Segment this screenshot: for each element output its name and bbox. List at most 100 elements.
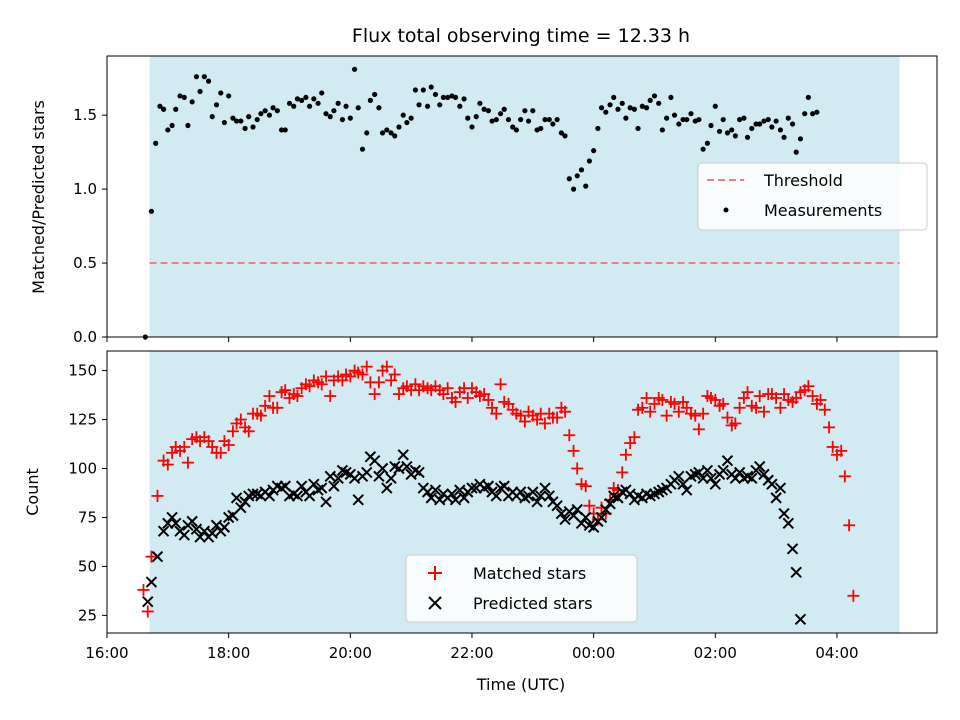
matched-star-point	[271, 401, 284, 414]
measurement-point	[437, 102, 443, 108]
matched-star-point	[628, 431, 641, 444]
predicted-star-point	[559, 513, 571, 526]
matched-star-point	[324, 390, 337, 403]
measurement-point	[805, 94, 811, 101]
predicted-star-point	[709, 478, 722, 490]
predicted-star-point	[401, 460, 413, 473]
matched-star-point	[356, 368, 369, 381]
measurement-point	[664, 115, 670, 121]
measurement-point	[327, 114, 333, 120]
matched-star-point	[823, 421, 836, 434]
measurement-point	[165, 127, 171, 133]
predicted-star-point	[721, 454, 734, 467]
measurement-point	[578, 167, 585, 173]
predicted-star-point	[316, 482, 328, 494]
measurement-point	[619, 100, 625, 106]
x-tick-label: 04:00	[815, 644, 858, 662]
count-y-tick-label: 75	[78, 508, 97, 526]
predicted-star-point	[425, 492, 437, 504]
matched-star-point	[291, 390, 304, 403]
measurement-point	[343, 103, 349, 109]
matched-star-point	[360, 360, 373, 373]
measurement-point	[522, 108, 528, 114]
measurement-point	[505, 116, 512, 123]
matched-star-point	[538, 417, 551, 430]
x-tick-label: 02:00	[694, 644, 737, 662]
measurement-point	[757, 121, 763, 127]
predicted-star-point	[551, 500, 563, 512]
predicted-star-point	[604, 498, 616, 510]
measurement-point	[181, 94, 187, 101]
matched-star-point	[214, 446, 227, 459]
matched-star-point	[689, 409, 702, 422]
measurement-point	[347, 115, 353, 121]
matched-star-point	[137, 583, 150, 596]
ratio-plot-frame	[106, 55, 938, 338]
measurement-point	[814, 109, 820, 115]
measurement-point	[153, 140, 159, 146]
predicted-star-point	[320, 496, 332, 508]
measurement-point	[379, 130, 386, 136]
measurement-point	[732, 133, 738, 139]
matched-star-point	[672, 405, 685, 418]
measurement-point	[550, 121, 556, 127]
measurement-point	[254, 116, 260, 123]
predicted-star-point	[458, 492, 470, 504]
measurement-point	[720, 116, 726, 123]
matched-star-point	[774, 401, 787, 414]
matched-star-point	[181, 456, 194, 469]
measurement-point	[238, 118, 244, 124]
measurement-point	[303, 94, 309, 101]
measurement-point	[656, 100, 662, 106]
measurement-point	[473, 114, 479, 120]
measurement-point	[671, 112, 678, 118]
measurement-point	[793, 149, 799, 155]
matched-star-point	[838, 470, 851, 483]
predicted-star-point	[361, 466, 373, 479]
predicted-star-point	[794, 613, 807, 625]
predicted-star-point	[194, 531, 206, 543]
matched-star-point	[259, 399, 272, 412]
measurement-point	[562, 133, 568, 139]
matched-star-point	[319, 370, 332, 383]
measurement-point	[299, 97, 305, 103]
measurement-point	[242, 125, 248, 132]
predicted-star-point	[413, 466, 425, 479]
matched-star-point	[616, 466, 629, 479]
matched-star-point	[222, 439, 235, 451]
measurement-point	[785, 115, 791, 121]
predicted-star-point	[600, 503, 612, 516]
ratio-y-tick-label: 1.5	[73, 106, 97, 124]
measurement-point	[737, 116, 743, 123]
measurement-point	[278, 127, 285, 133]
matched-star-point	[757, 405, 770, 418]
measurement-point	[384, 127, 390, 133]
measurement-point	[696, 116, 702, 123]
measurement-point	[497, 111, 504, 117]
predicted-star-point	[263, 490, 276, 502]
measurement-point	[445, 94, 451, 101]
measurement-point	[339, 116, 346, 123]
x-tick-label: 22:00	[450, 644, 493, 662]
predicted-star-point	[753, 460, 766, 473]
measurement-point	[583, 183, 589, 189]
predicted-star-point	[766, 478, 778, 490]
predicted-star-point	[397, 449, 409, 461]
predicted-star-point	[291, 490, 304, 502]
matched-star-point	[826, 440, 839, 453]
measurement-point	[639, 103, 645, 109]
count-y-tick-label: 50	[78, 557, 97, 575]
measurement-point	[513, 127, 519, 133]
measurement-point	[753, 121, 759, 127]
measurement-point	[291, 103, 297, 109]
matched-star-point	[802, 380, 815, 393]
matched-star-point	[611, 484, 624, 497]
matched-star-point	[161, 458, 174, 471]
ratio-y-axis-label: Matched/Predicted stars	[29, 100, 48, 294]
measurement-point	[530, 108, 536, 114]
ratio-y-tick-label: 0.0	[73, 328, 97, 346]
measurement-point	[355, 105, 361, 111]
matched-legend-swatch	[428, 566, 442, 580]
count-panel: 25 50 75 100 125 150 16:00 18:00 20:00 22:00 00:0…	[23, 350, 938, 694]
